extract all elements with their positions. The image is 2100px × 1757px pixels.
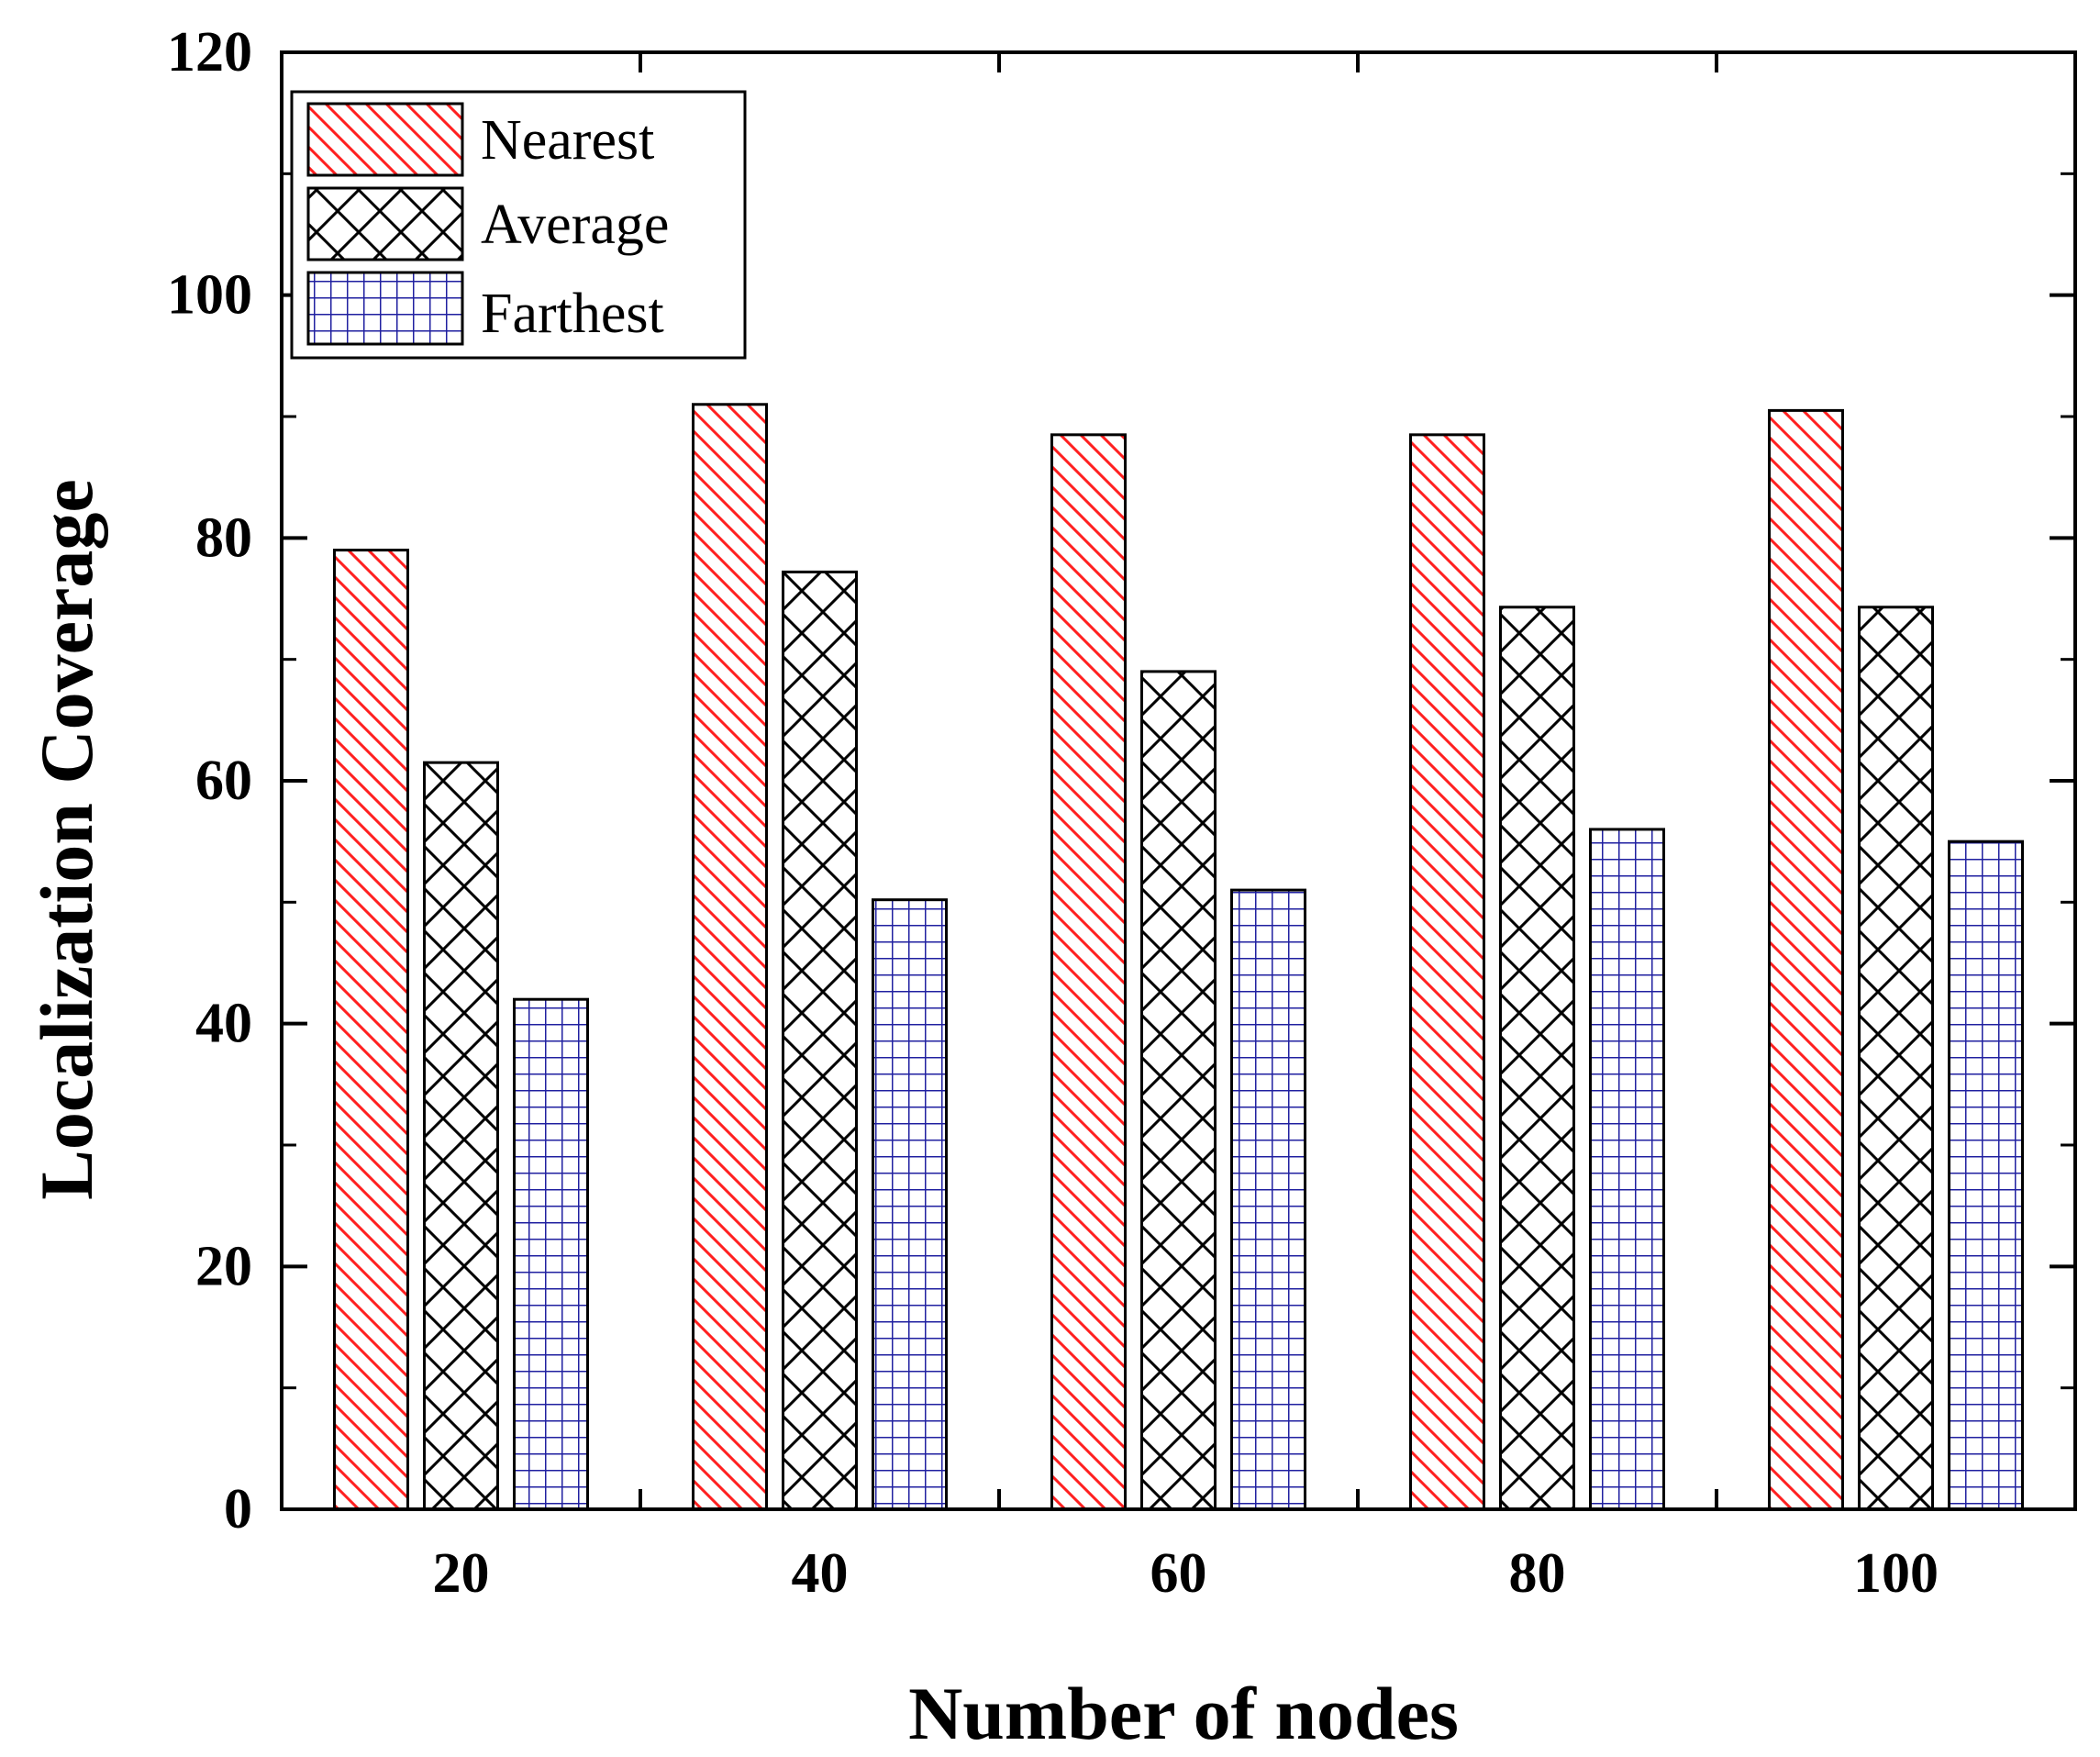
bar-nearest-80: [1409, 433, 1485, 1511]
x-tick-label-40: 40: [792, 1542, 849, 1605]
bar-nearest-20: [333, 549, 409, 1511]
legend-label-nearest: Nearest: [481, 109, 654, 172]
x-axis-title: Number of nodes: [908, 1672, 1459, 1755]
bar-average-80: [1499, 606, 1575, 1511]
ticks-layer: 0 20 40 60 80 100 120 20 40 60 80 100: [167, 21, 2075, 1605]
y-tick-label-100: 100: [167, 264, 252, 327]
legend-label-average: Average: [481, 194, 669, 256]
legend-swatch-average: [306, 186, 464, 261]
y-tick-label-20: 20: [195, 1235, 252, 1297]
y-tick-label-80: 80: [195, 506, 252, 569]
bars-layer: [333, 403, 2024, 1511]
bar-farthest-80: [1589, 828, 1665, 1511]
bar-farthest-40: [872, 898, 948, 1511]
x-tick-label-60: 60: [1150, 1542, 1207, 1605]
bar-nearest-60: [1050, 433, 1127, 1511]
x-tick-label-100: 100: [1853, 1542, 1939, 1605]
bar-nearest-100: [1768, 408, 1844, 1511]
legend: Nearest Average Farthest: [290, 90, 747, 360]
legend-swatch-nearest: [306, 102, 464, 177]
y-tick-label-120: 120: [167, 21, 252, 83]
legend-label-farthest: Farthest: [481, 283, 664, 345]
bar-average-60: [1140, 670, 1217, 1511]
bar-nearest-40: [692, 403, 768, 1511]
x-tick-label-20: 20: [433, 1542, 490, 1605]
y-axis-title: Localization Coverage: [25, 479, 108, 1200]
bar-average-100: [1858, 606, 1934, 1511]
y-tick-label-60: 60: [195, 750, 252, 812]
bar-farthest-20: [513, 997, 589, 1511]
legend-swatch-farthest: [306, 271, 464, 346]
bar-farthest-100: [1948, 840, 2024, 1511]
bar-farthest-60: [1230, 888, 1306, 1511]
bar-average-40: [782, 570, 858, 1511]
y-tick-label-0: 0: [224, 1478, 252, 1540]
bar-average-20: [423, 761, 499, 1511]
x-tick-label-80: 80: [1509, 1542, 1566, 1605]
y-tick-label-40: 40: [195, 993, 252, 1055]
